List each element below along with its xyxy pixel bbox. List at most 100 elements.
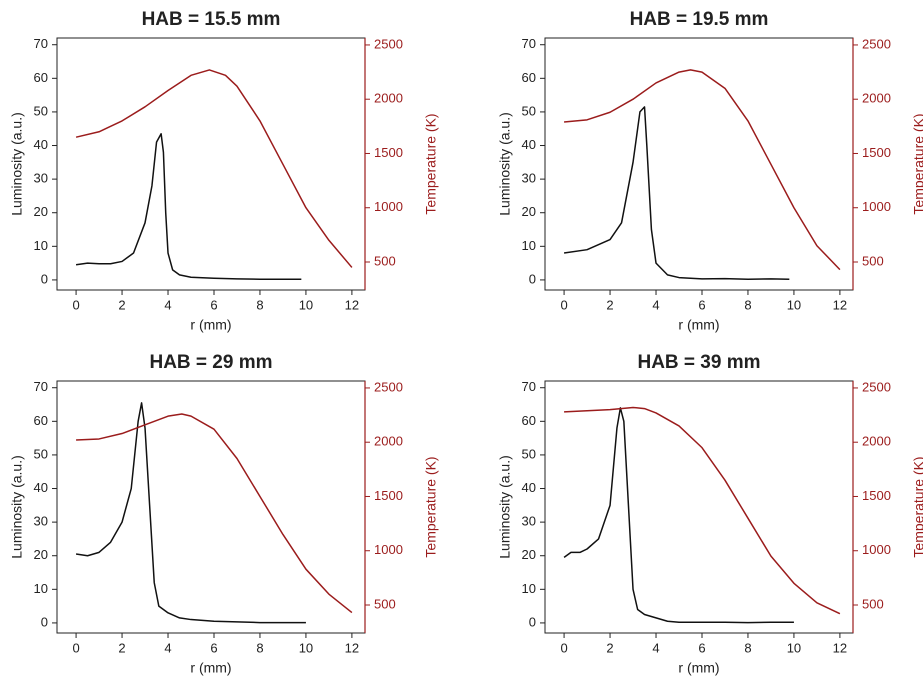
y2-tick-label: 2000 <box>862 91 891 106</box>
y-tick-label: 60 <box>522 70 536 85</box>
y-tick-label: 60 <box>34 70 48 85</box>
data-line <box>563 407 794 624</box>
y-tick-label: 50 <box>34 103 48 118</box>
x-tick-label: 6 <box>698 640 705 655</box>
panel: HAB = 15.5 mm 0 2 4 6 8 10 12 0 10 20 30 40 50 60 70 500… <box>9 9 439 333</box>
data-line <box>564 406 841 615</box>
plot-frame <box>56 37 366 291</box>
y-tick-label: 0 <box>41 614 48 629</box>
x-tick-label: 12 <box>345 297 359 312</box>
x-tick-label: 0 <box>560 640 567 655</box>
x-tick-label: 2 <box>118 297 125 312</box>
x-tick-label: 4 <box>652 297 659 312</box>
y-tick-label: 50 <box>34 446 48 461</box>
y2-tick-label: 2500 <box>374 36 403 51</box>
x-axis-label: r (mm) <box>678 317 719 333</box>
y-tick-label: 40 <box>34 137 48 152</box>
y-tick-label: 20 <box>522 547 536 562</box>
y-tick-label: 30 <box>522 514 536 529</box>
y-axis-label: Luminosity (a.u.) <box>497 112 513 215</box>
y2-tick-label: 2500 <box>862 36 891 51</box>
y-tick-label: 10 <box>34 238 48 253</box>
y-tick-label: 10 <box>522 238 536 253</box>
x-tick-label: 2 <box>606 297 613 312</box>
x-tick-label: 12 <box>833 297 847 312</box>
y-tick-label: 40 <box>522 480 536 495</box>
x-tick-label: 12 <box>833 640 847 655</box>
x-tick-label: 2 <box>606 640 613 655</box>
y-tick-label: 10 <box>34 581 48 596</box>
data-line <box>75 133 302 280</box>
y-tick-label: 40 <box>34 480 48 495</box>
x-tick-label: 8 <box>744 640 751 655</box>
y2-tick-label: 1000 <box>374 199 403 214</box>
x-tick-label: 6 <box>210 640 217 655</box>
y-axis-label: Luminosity (a.u.) <box>9 112 25 215</box>
y2-axis-label: Temperature (K) <box>911 113 923 214</box>
y-tick-label: 10 <box>522 581 536 596</box>
panel: HAB = 29 mm 0 2 4 6 8 10 12 0 10 20 30 40 50 60 70 500 10… <box>9 352 439 676</box>
y2-tick-label: 1500 <box>862 145 891 160</box>
y-tick-label: 20 <box>34 547 48 562</box>
data-line <box>564 69 841 271</box>
x-tick-label: 10 <box>299 640 313 655</box>
data-line <box>76 413 353 614</box>
y2-tick-label: 500 <box>862 253 884 268</box>
y-tick-label: 70 <box>34 36 48 51</box>
x-tick-label: 6 <box>210 297 217 312</box>
y-tick-label: 60 <box>522 413 536 428</box>
y2-tick-label: 2000 <box>374 434 403 449</box>
y2-axis-label: Temperature (K) <box>911 456 923 557</box>
x-axis-label: r (mm) <box>190 317 231 333</box>
y2-tick-label: 1500 <box>374 145 403 160</box>
chart-title: HAB = 19.5 mm <box>630 9 769 30</box>
data-line <box>75 402 306 624</box>
y2-axis-label: Temperature (K) <box>423 456 439 557</box>
panel: HAB = 19.5 mm 0 2 4 6 8 10 12 0 10 20 30 40 50 60 70 500… <box>497 9 923 333</box>
x-tick-label: 2 <box>118 640 125 655</box>
x-tick-label: 4 <box>164 297 171 312</box>
y2-tick-label: 2000 <box>862 434 891 449</box>
x-tick-label: 0 <box>560 297 567 312</box>
y-tick-label: 70 <box>522 379 536 394</box>
plot-frame <box>56 380 366 634</box>
y-tick-label: 70 <box>522 36 536 51</box>
y-tick-label: 70 <box>34 379 48 394</box>
chart-title: HAB = 39 mm <box>637 352 760 373</box>
y2-tick-label: 1000 <box>374 542 403 557</box>
y-axis-label: Luminosity (a.u.) <box>497 455 513 558</box>
y-tick-label: 20 <box>522 204 536 219</box>
y-tick-label: 0 <box>41 271 48 286</box>
y-tick-label: 50 <box>522 446 536 461</box>
y2-tick-label: 500 <box>374 596 396 611</box>
y-tick-label: 40 <box>522 137 536 152</box>
x-axis-label: r (mm) <box>190 660 231 676</box>
x-tick-label: 10 <box>787 640 801 655</box>
y-tick-label: 0 <box>529 271 536 286</box>
x-axis-label: r (mm) <box>678 660 719 676</box>
y2-tick-label: 1500 <box>862 488 891 503</box>
y2-tick-label: 500 <box>374 253 396 268</box>
y2-tick-label: 500 <box>862 596 884 611</box>
x-tick-label: 8 <box>744 297 751 312</box>
data-line <box>563 106 790 280</box>
y-tick-label: 30 <box>522 171 536 186</box>
y-tick-label: 50 <box>522 103 536 118</box>
y-axis-label: Luminosity (a.u.) <box>9 455 25 558</box>
y-tick-label: 60 <box>34 413 48 428</box>
x-tick-label: 4 <box>164 640 171 655</box>
y-tick-label: 0 <box>529 614 536 629</box>
y2-tick-label: 1000 <box>862 542 891 557</box>
y2-axis-label: Temperature (K) <box>423 113 439 214</box>
y-tick-label: 30 <box>34 171 48 186</box>
y2-tick-label: 2500 <box>374 379 403 394</box>
x-tick-label: 8 <box>256 297 263 312</box>
y2-tick-label: 2500 <box>862 379 891 394</box>
y-tick-label: 30 <box>34 514 48 529</box>
x-tick-label: 8 <box>256 640 263 655</box>
x-tick-label: 10 <box>299 297 313 312</box>
x-tick-label: 0 <box>72 297 79 312</box>
data-line <box>75 69 353 268</box>
y2-tick-label: 1500 <box>374 488 403 503</box>
